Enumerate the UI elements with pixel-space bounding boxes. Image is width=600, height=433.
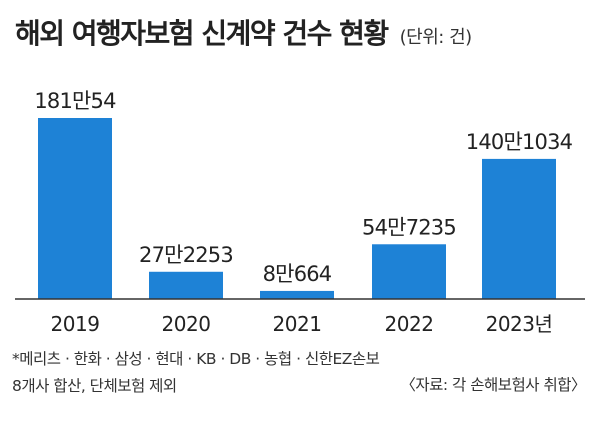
bar-2022 bbox=[372, 244, 446, 299]
chart-header: 해외 여행자보험 신계약 건수 현황 (단위: 건) bbox=[15, 12, 472, 52]
unit-label: (단위: 건) bbox=[399, 27, 473, 48]
data-label-2019: 181만54 bbox=[34, 89, 116, 113]
footnote: *메리츠 · 한화 · 삼성 · 현대 · KB · DB · 농협 · 신한E… bbox=[12, 346, 380, 400]
data-label-2021: 8만664 bbox=[263, 262, 332, 286]
x-tick-label-2023년: 2023년 bbox=[486, 312, 553, 336]
footnote-line-1: *메리츠 · 한화 · 삼성 · 현대 · KB · DB · 농협 · 신한E… bbox=[12, 350, 380, 368]
bars-layer: 181만54 2019 27만2253 2020 8만664 2021 54만7235 202… bbox=[34, 89, 573, 336]
bar-2020 bbox=[149, 271, 223, 299]
x-tick-label-2019: 2019 bbox=[51, 312, 100, 336]
source-note: 〈자료: 각 손해보험사 취합〉 bbox=[400, 376, 586, 394]
bar-2021 bbox=[260, 290, 334, 299]
data-label-2023년: 140만1034 bbox=[466, 130, 573, 154]
data-label-2022: 54만7235 bbox=[362, 215, 456, 239]
x-tick-label-2020: 2020 bbox=[162, 312, 211, 336]
bar-2023년 bbox=[482, 158, 556, 299]
bar-2019 bbox=[38, 118, 112, 299]
footnote-line-2: 8개사 합산, 단체보험 제외 bbox=[12, 377, 177, 395]
x-tick-label-2021: 2021 bbox=[273, 312, 322, 336]
x-tick-label-2022: 2022 bbox=[385, 312, 434, 336]
chart-title: 해외 여행자보험 신계약 건수 현황 bbox=[15, 17, 389, 50]
data-label-2020: 27만2253 bbox=[139, 243, 233, 267]
